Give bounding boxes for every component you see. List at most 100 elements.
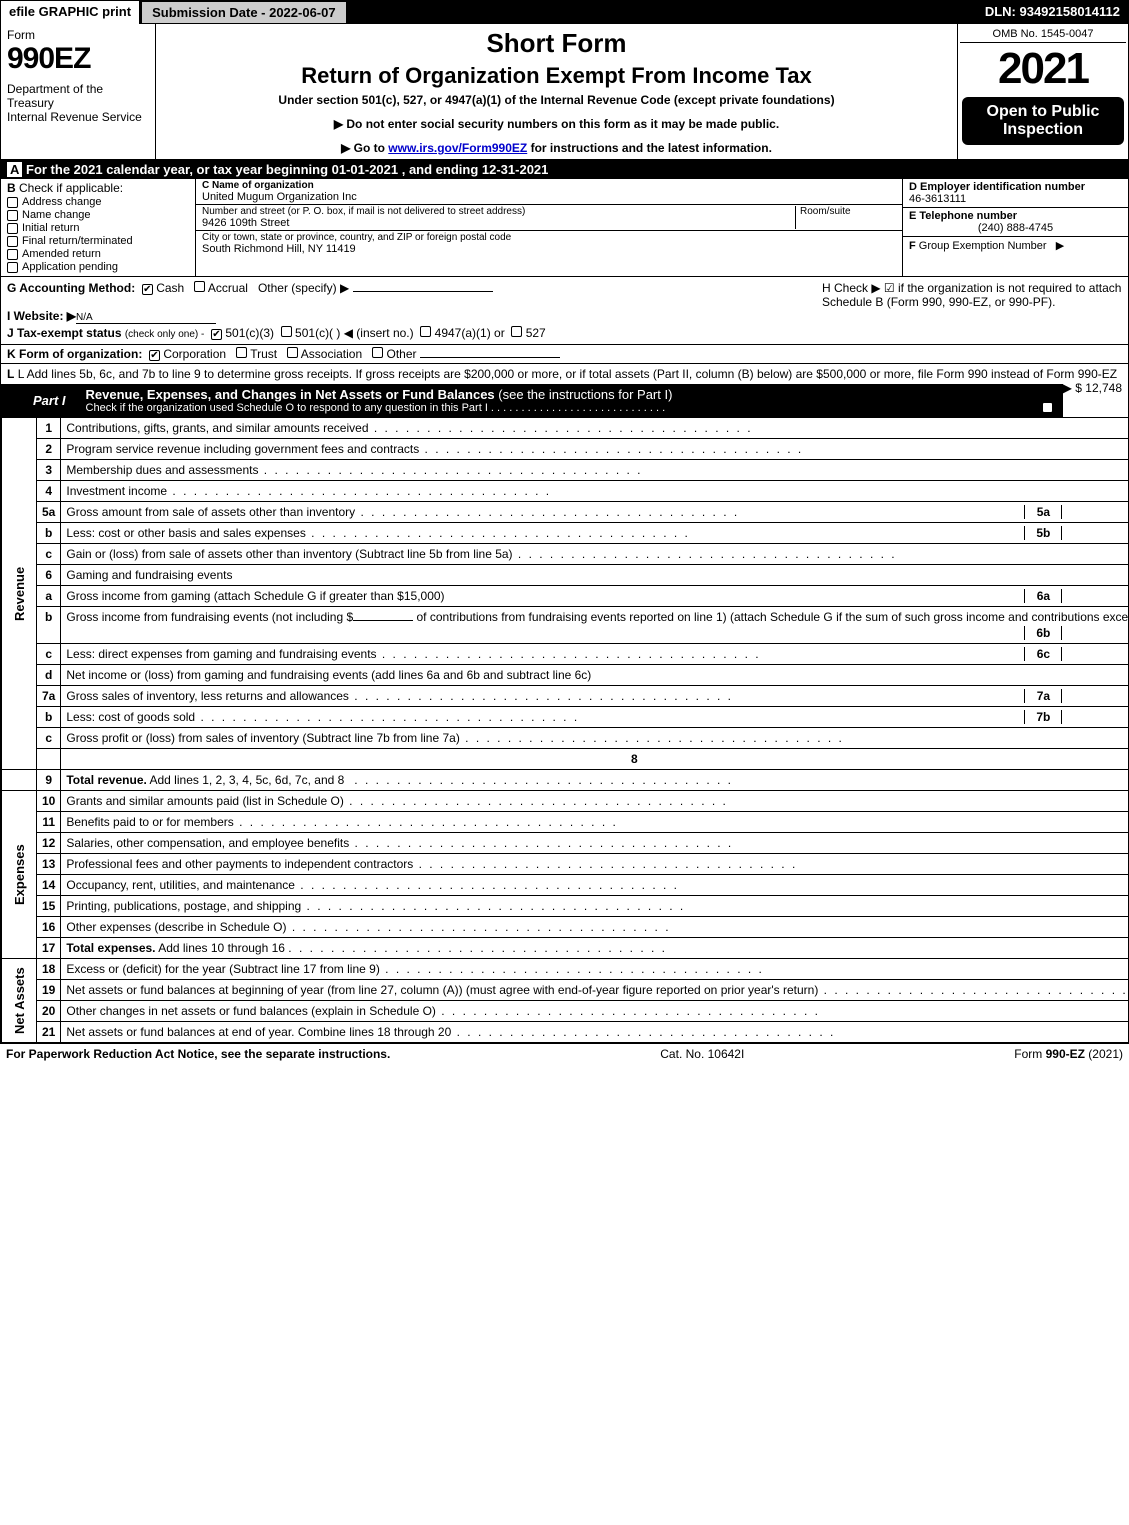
g-other: Other (specify) ▶ [258, 281, 349, 295]
cb-label-final: Final return/terminated [22, 235, 133, 247]
j-label: J Tax-exempt status [7, 326, 122, 340]
goto-line: ▶ Go to www.irs.gov/Form990EZ for instru… [162, 141, 951, 155]
l-amount: ▶ $ 12,748 [1063, 381, 1122, 395]
checkbox-assoc[interactable] [287, 347, 298, 358]
line-6b-mid: of contributions from fundraising events… [413, 610, 1129, 624]
footer-left: For Paperwork Reduction Act Notice, see … [6, 1047, 390, 1061]
line-5b-desc: Less: cost or other basis and sales expe… [66, 526, 305, 540]
telephone: (240) 888-4745 [909, 222, 1122, 234]
checkbox-final-return[interactable] [7, 236, 18, 247]
j-501c3: 501(c)(3) [225, 326, 274, 340]
cb-label-name: Name change [22, 209, 91, 221]
section-b-label: Check if applicable: [19, 181, 123, 195]
line-19-desc: Net assets or fund balances at beginning… [66, 983, 818, 997]
section-a-text: For the 2021 calendar year, or tax year … [22, 162, 548, 177]
checkbox-other-org[interactable] [372, 347, 383, 358]
g-other-input[interactable] [353, 291, 493, 292]
section-j: J Tax-exempt status (check only one) - 5… [7, 326, 822, 340]
revenue-side-label: Revenue [2, 418, 37, 770]
line-11-desc: Benefits paid to or for members [66, 815, 233, 829]
g-cash: Cash [156, 281, 184, 295]
top-bar: efile GRAPHIC print Submission Date - 20… [1, 1, 1128, 24]
section-a: A For the 2021 calendar year, or tax yea… [1, 160, 1128, 179]
part-1-label: Part I [19, 390, 80, 411]
checkbox-trust[interactable] [236, 347, 247, 358]
section-i: I Website: ▶N/A [7, 309, 822, 324]
line-21-desc: Net assets or fund balances at end of ye… [66, 1025, 451, 1039]
short-form-title: Short Form [162, 28, 951, 59]
checkbox-corp[interactable] [149, 350, 160, 361]
k-corp: Corporation [163, 347, 226, 361]
meta-block: B Check if applicable: Address change Na… [1, 179, 1128, 276]
checkbox-address-change[interactable] [7, 197, 18, 208]
h-text: H Check ▶ ☑ if the organization is not r… [822, 281, 1121, 309]
form-container: efile GRAPHIC print Submission Date - 20… [0, 0, 1129, 1044]
checkbox-501c[interactable] [281, 326, 292, 337]
no-ssn-note: ▶ Do not enter social security numbers o… [162, 117, 951, 131]
k-assoc: Association [301, 347, 362, 361]
checkbox-amended[interactable] [7, 249, 18, 260]
line-6b-sv: 0 [1062, 626, 1129, 640]
section-k: K Form of organization: Corporation Trus… [1, 344, 1128, 363]
j-sub: (check only one) - [125, 329, 204, 340]
expenses-side-label: Expenses [2, 791, 37, 959]
section-l: L L Add lines 5b, 6c, and 7b to line 9 t… [1, 363, 1128, 384]
footer-right-post: (2021) [1085, 1047, 1123, 1061]
form-number: 990EZ [7, 42, 149, 76]
line-20-desc: Other changes in net assets or fund bala… [66, 1004, 436, 1018]
checkbox-501c3[interactable] [211, 329, 222, 340]
line-6b-input[interactable] [353, 620, 413, 621]
line-7c-desc: Gross profit or (loss) from sales of inv… [66, 731, 459, 745]
section-def: D Employer identification number 46-3613… [903, 179, 1128, 276]
d-label: D Employer identification number [909, 181, 1122, 193]
line-13-desc: Professional fees and other payments to … [66, 857, 413, 871]
l-text: L Add lines 5b, 6c, and 7b to line 9 to … [18, 367, 1117, 381]
section-c: C Name of organization United Mugum Orga… [196, 179, 903, 276]
g-label: G Accounting Method: [7, 281, 135, 295]
footer-right-pre: Form [1014, 1047, 1045, 1061]
e-label: E Telephone number [909, 210, 1122, 222]
part-1-header: Part I Revenue, Expenses, and Changes in… [1, 384, 1063, 417]
checkbox-name-change[interactable] [7, 210, 18, 221]
checkbox-app-pending[interactable] [7, 262, 18, 273]
j-501c: 501(c)( ) ◀ (insert no.) [295, 326, 414, 340]
cb-label-initial: Initial return [22, 222, 79, 234]
checkbox-4947[interactable] [420, 326, 431, 337]
c-name-label: C Name of organization [202, 180, 896, 191]
c-street-label: Number and street (or P. O. box, if mail… [202, 206, 795, 217]
form-header: Form 990EZ Department of the Treasury In… [1, 24, 1128, 160]
omb-number: OMB No. 1545-0047 [960, 26, 1126, 43]
line-5a-sv [1062, 505, 1129, 519]
part-1-table: Revenue 1 Contributions, gifts, grants, … [1, 417, 1129, 1043]
k-label: K Form of organization: [7, 347, 142, 361]
i-label: I Website: ▶ [7, 309, 76, 323]
cb-label-amended: Amended return [22, 248, 101, 260]
checkbox-527[interactable] [511, 326, 522, 337]
k-other-input[interactable] [420, 357, 560, 358]
under-section: Under section 501(c), 527, or 4947(a)(1)… [162, 93, 951, 107]
return-title: Return of Organization Exempt From Incom… [162, 63, 951, 89]
line-7a-sv [1062, 689, 1129, 703]
form-label: Form [7, 28, 149, 42]
c-city-label: City or town, state or province, country… [202, 232, 896, 243]
website-value: N/A [76, 312, 216, 324]
checkbox-cash[interactable] [142, 284, 153, 295]
k-trust: Trust [250, 347, 277, 361]
c-room-label: Room/suite [800, 206, 896, 217]
checkbox-accrual[interactable] [194, 281, 205, 292]
line-6a-sn: 6a [1024, 589, 1062, 603]
department: Department of the Treasury Internal Reve… [7, 82, 149, 124]
cb-label-address: Address change [22, 196, 102, 208]
efile-print[interactable]: efile GRAPHIC print [1, 1, 141, 24]
line-7a-desc: Gross sales of inventory, less returns a… [66, 689, 349, 703]
footer-mid: Cat. No. 10642I [660, 1047, 744, 1061]
line-14-desc: Occupancy, rent, utilities, and maintena… [66, 878, 295, 892]
org-name: United Mugum Organization Inc [202, 191, 896, 203]
line-6a-desc: Gross income from gaming (attach Schedul… [66, 589, 444, 603]
line-3-desc: Membership dues and assessments [66, 463, 258, 477]
checkbox-schedule-o[interactable] [1042, 402, 1053, 413]
line-6-desc: Gaming and fundraising events [66, 568, 232, 582]
line-6c-desc: Less: direct expenses from gaming and fu… [66, 647, 376, 661]
checkbox-initial-return[interactable] [7, 223, 18, 234]
irs-link[interactable]: www.irs.gov/Form990EZ [388, 141, 527, 155]
